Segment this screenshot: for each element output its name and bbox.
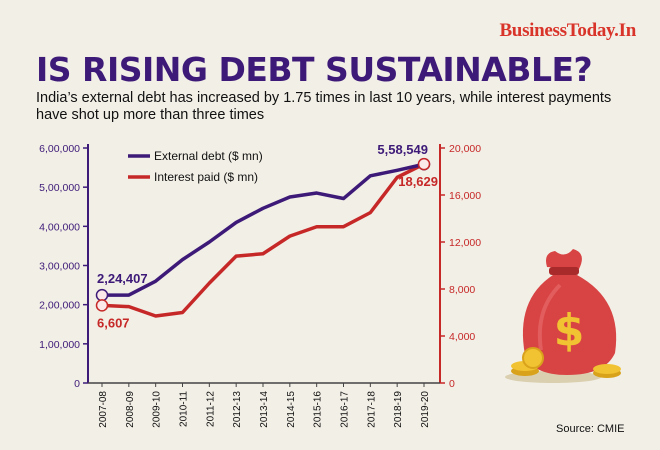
- y-right-tick-label: 4,000: [449, 331, 475, 343]
- brand-logo: BusinessToday.In: [499, 20, 636, 41]
- x-tick-label: 2012-13: [232, 391, 243, 428]
- y-left-tick-label: 6,00,000: [39, 143, 80, 155]
- x-tick-label: 2011-12: [205, 391, 216, 427]
- x-tick-label: 2015-16: [313, 391, 324, 428]
- y-right-tick-label: 0: [449, 378, 455, 390]
- x-tick-label: 2010-11: [179, 391, 190, 427]
- data-label-interest-end: 18,629: [398, 174, 438, 189]
- x-tick-label: 2016-17: [340, 391, 351, 428]
- money-bag-icon: $: [505, 249, 621, 383]
- y-right-tick-label: 8,000: [449, 284, 475, 296]
- y-left-tick-label: 2,00,000: [39, 300, 80, 312]
- y-right-tick-label: 16,000: [449, 190, 481, 202]
- x-tick-label: 2014-15: [286, 391, 297, 428]
- x-tick-label: 2007-08: [98, 391, 109, 428]
- y-left-tick-label: 0: [74, 378, 80, 390]
- legend-label-interest: Interest paid ($ mn): [154, 170, 258, 184]
- subtitle: India’s external debt has increased by 1…: [36, 90, 612, 123]
- headline: IS RISING DEBT SUSTAINABLE?: [36, 50, 593, 89]
- y-left-tick-label: 1,00,000: [39, 339, 80, 351]
- y-left-tick-label: 4,00,000: [39, 221, 80, 233]
- data-label-interest-start: 6,607: [97, 315, 130, 330]
- legend-label-debt: External debt ($ mn): [154, 149, 263, 163]
- series-line-interest: [101, 162, 425, 318]
- source-note: Source: CMIE: [556, 423, 625, 435]
- x-tick-label: 2009-10: [152, 391, 163, 428]
- series-line-debt: [101, 162, 425, 297]
- y-right-tick-label: 20,000: [449, 143, 481, 155]
- x-tick-label: 2013-14: [259, 391, 270, 428]
- svg-text:$: $: [554, 305, 585, 356]
- data-label-debt-start: 2,24,407: [97, 271, 148, 286]
- data-label-debt-end: 5,58,549: [377, 142, 428, 157]
- x-tick-label: 2018-19: [393, 391, 404, 428]
- interest-end-marker: [417, 157, 431, 171]
- y-left-tick-label: 5,00,000: [39, 182, 80, 194]
- interest-start-marker: [95, 299, 109, 312]
- y-right-tick-label: 12,000: [449, 237, 481, 249]
- x-tick-label: 2019-20: [420, 391, 431, 428]
- x-tick-label: 2017-18: [366, 391, 377, 428]
- debt-start-marker: [95, 288, 109, 302]
- y-left-tick-label: 3,00,000: [39, 261, 80, 273]
- x-tick-label: 2008-09: [125, 391, 136, 428]
